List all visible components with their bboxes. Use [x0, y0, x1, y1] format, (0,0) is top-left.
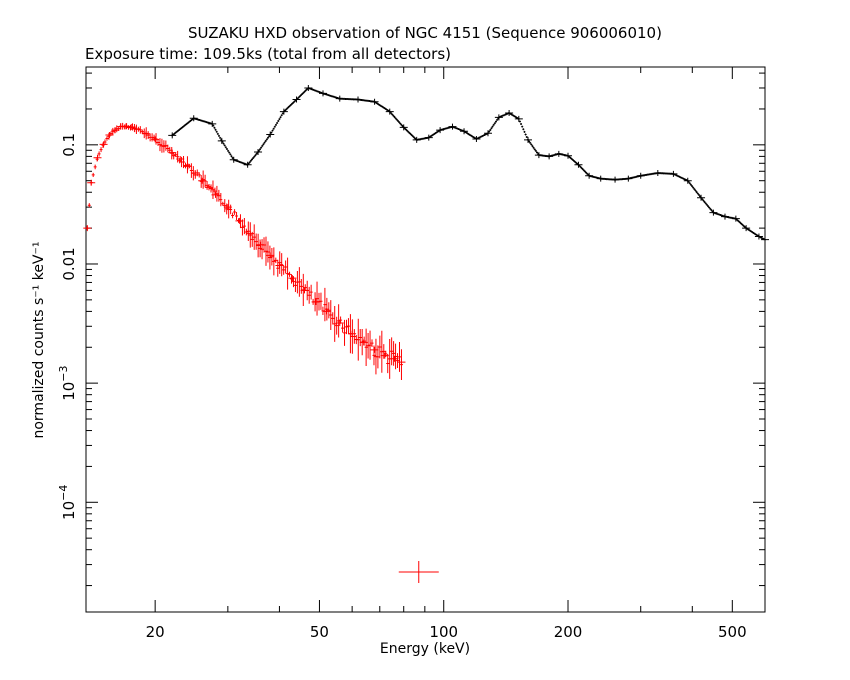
- y-axis-ticks: 0.1 0.01 10−3 10−4: [57, 72, 765, 587]
- y-axis-label: normalized counts s⁻¹ keV⁻¹: [31, 241, 47, 438]
- chart-title: SUZAKU HXD observation of NGC 4151 (Sequ…: [188, 24, 662, 42]
- x-tick-label: 50: [310, 623, 329, 641]
- data-point: [288, 275, 297, 282]
- x-tick-label: 200: [554, 623, 583, 641]
- data-point: [370, 346, 379, 353]
- data-point: [217, 137, 226, 144]
- y-tick-label: 10−3: [57, 365, 78, 400]
- series-0: [83, 122, 406, 380]
- x-axis-ticks: 20 50 100 200 500: [146, 67, 766, 641]
- x-tick-label: 500: [718, 623, 747, 641]
- plot-frame: [85, 66, 766, 613]
- isolated-data-point: [398, 560, 439, 583]
- axis-frame: [85, 66, 766, 613]
- series-1: [168, 84, 769, 243]
- y-tick-label: 0.01: [60, 247, 78, 280]
- x-tick-label: 20: [146, 623, 165, 641]
- y-tick-label: 10−4: [57, 485, 78, 520]
- data-series-layer: [83, 84, 769, 583]
- data-point: [105, 131, 114, 138]
- y-tick-label: 0.1: [60, 133, 78, 157]
- chart-subtitle: Exposure time: 109.5ks (total from all d…: [85, 45, 451, 63]
- series-bins: [85, 122, 403, 380]
- x-tick-label: 100: [429, 623, 458, 641]
- series-bins: [171, 87, 766, 241]
- x-axis-label: Energy (keV): [380, 641, 470, 657]
